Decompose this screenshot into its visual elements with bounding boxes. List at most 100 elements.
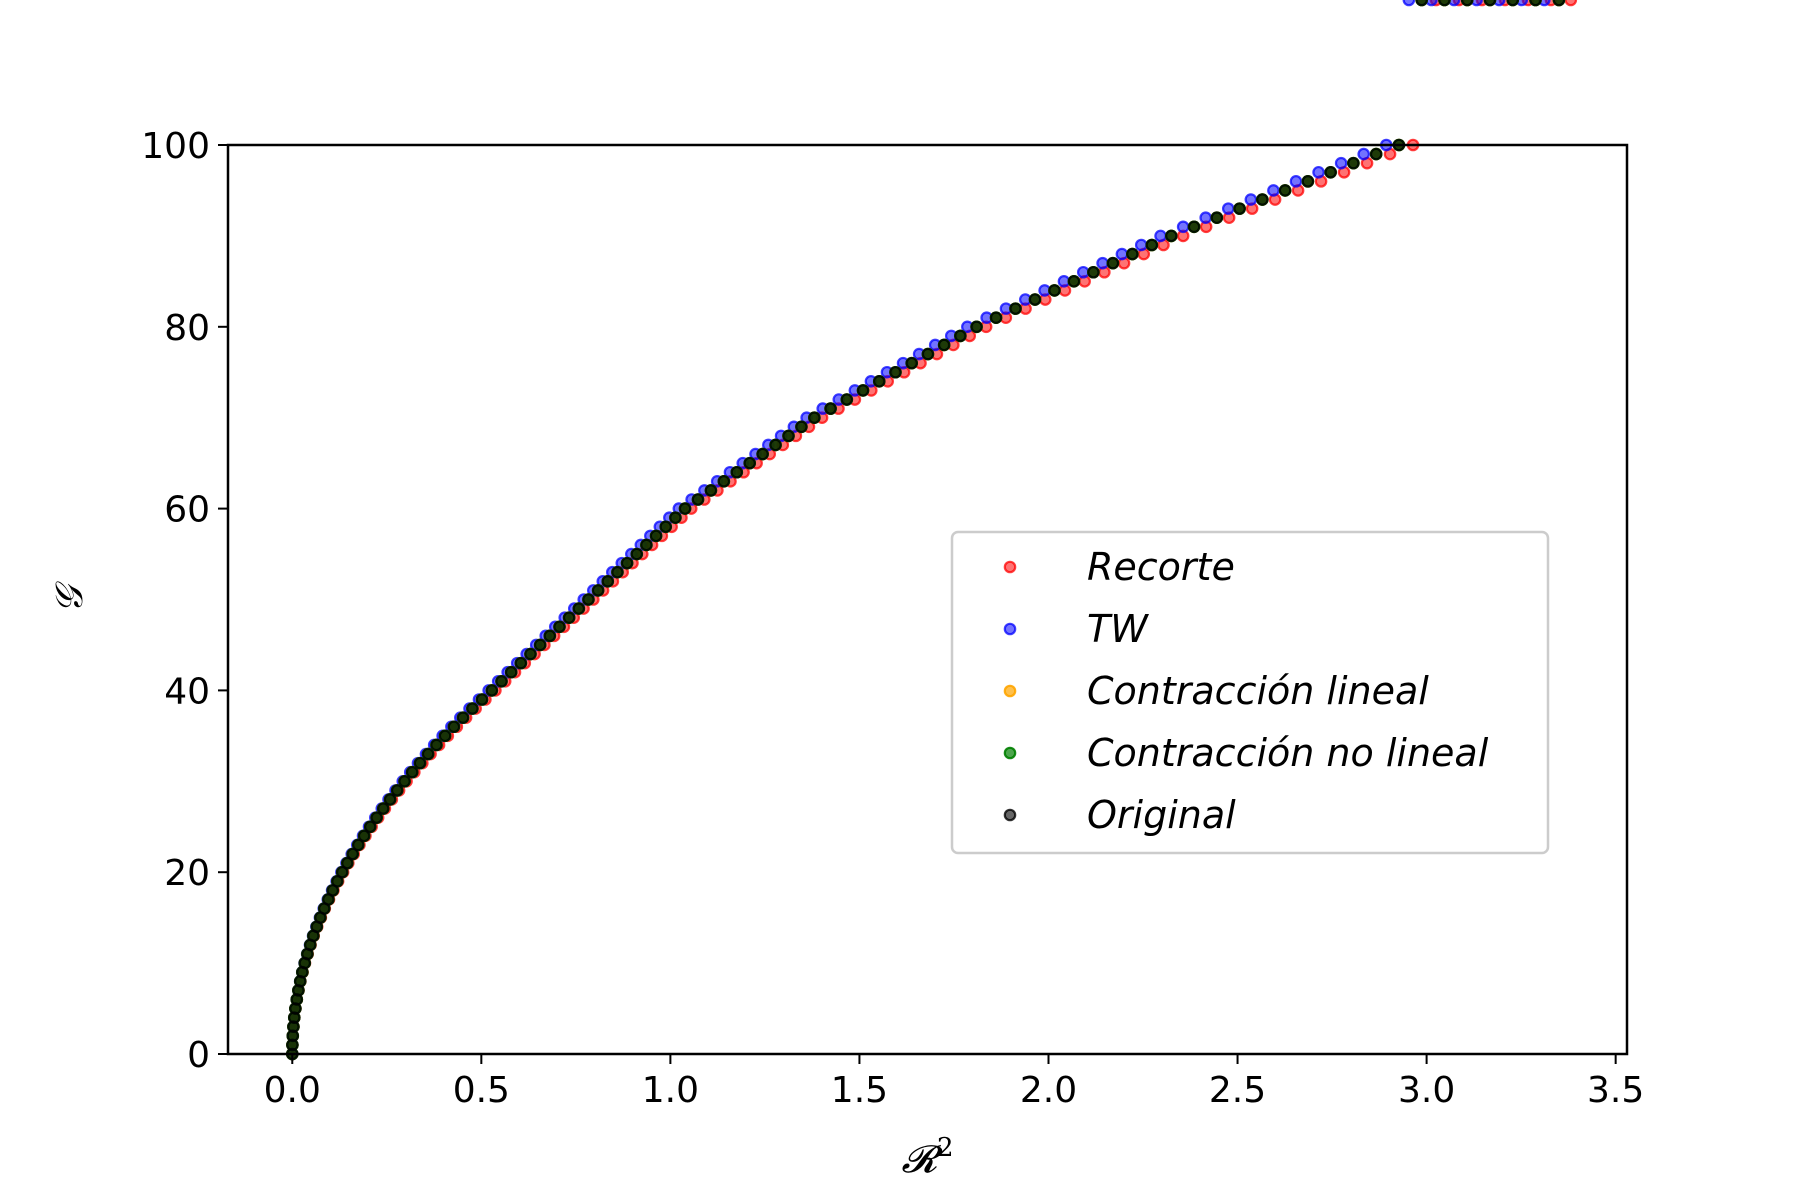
data-point	[989, 311, 1003, 325]
data-point	[475, 693, 489, 706]
legend-marker	[1003, 560, 1017, 574]
y-tick-label: 0	[187, 1035, 210, 1076]
data-point	[438, 729, 452, 743]
data-point	[856, 384, 870, 397]
data-point	[430, 738, 443, 752]
data-point	[1470, 0, 1483, 7]
data-point	[1244, 193, 1258, 206]
data-point	[824, 402, 837, 415]
data-point	[1028, 293, 1042, 306]
data-point	[390, 784, 404, 797]
data-point	[1402, 0, 1416, 7]
data-point	[717, 475, 731, 488]
data-point	[533, 638, 547, 652]
data-point	[659, 520, 673, 534]
x-tick-label: 0.0	[264, 1070, 321, 1111]
data-point	[970, 320, 983, 334]
legend-label: TW	[1087, 607, 1149, 651]
data-point	[769, 438, 782, 452]
data-point	[357, 829, 371, 843]
data-point	[691, 493, 705, 506]
data-point	[743, 456, 757, 470]
data-point	[704, 484, 718, 497]
data-point	[889, 365, 902, 379]
data-point	[1048, 284, 1061, 297]
data-point	[341, 856, 354, 870]
data-point	[1076, 265, 1090, 279]
data-point	[370, 811, 383, 824]
data-point	[1529, 0, 1542, 7]
legend-label: Recorte	[1087, 545, 1235, 589]
legend-entry: Recorte	[1003, 545, 1235, 589]
legend-marker	[1003, 746, 1017, 760]
x-tick-label: 3.5	[1587, 1070, 1644, 1111]
x-axis-label-superscript: 2	[937, 1133, 954, 1163]
data-point	[1087, 265, 1100, 279]
data-point	[335, 865, 349, 879]
data-point	[466, 702, 479, 715]
data-point	[795, 420, 808, 434]
data-point	[1357, 147, 1371, 161]
data-point	[1115, 247, 1129, 261]
data-point	[504, 665, 518, 679]
legend-entry: TW	[1003, 607, 1149, 651]
data-point	[447, 720, 461, 734]
data-point	[1538, 0, 1551, 7]
data-point	[669, 511, 682, 524]
data-point	[351, 838, 365, 852]
series-layer	[285, 0, 1578, 1061]
legend-items: Recorte TW Contracción lineal Contracción n…	[1003, 545, 1489, 837]
data-point	[524, 647, 537, 661]
data-point	[1324, 165, 1337, 179]
legend-box	[950, 530, 1550, 855]
data-point	[562, 611, 576, 624]
legend-label: Original	[1087, 793, 1236, 837]
data-point	[782, 429, 795, 443]
data-point	[1564, 0, 1578, 7]
data-point	[1552, 0, 1566, 7]
x-axis-label-main: 𝓡	[901, 1137, 943, 1181]
data-point	[405, 765, 419, 779]
data-point	[640, 538, 653, 552]
x-tick-label: 1.0	[642, 1070, 699, 1111]
y-tick-label: 100	[141, 126, 210, 167]
data-point	[905, 356, 918, 370]
data-point	[1067, 275, 1081, 288]
data-point	[921, 347, 935, 361]
data-point	[872, 375, 886, 388]
data-point	[1438, 0, 1451, 7]
data-point	[582, 593, 595, 606]
data-point	[1210, 211, 1224, 225]
data-point	[514, 656, 528, 670]
x-tick-label: 2.5	[1209, 1070, 1266, 1111]
data-point	[1145, 238, 1159, 252]
data-point	[1312, 165, 1325, 179]
data-point	[1221, 202, 1235, 215]
legend-label: Contracción lineal	[1087, 669, 1429, 713]
x-tick-label: 0.5	[453, 1070, 510, 1111]
legend-marker	[1003, 808, 1017, 822]
data-point	[1134, 238, 1148, 252]
series-4	[285, 0, 1566, 1061]
y-tick-label: 80	[164, 308, 210, 349]
data-point	[376, 802, 390, 815]
data-point	[808, 411, 821, 424]
y-tick-label: 20	[164, 853, 210, 894]
data-point	[1256, 193, 1269, 206]
data-point	[383, 793, 397, 806]
data-point	[346, 847, 359, 861]
data-point	[421, 747, 435, 761]
data-point	[1492, 0, 1506, 7]
data-point	[954, 329, 967, 343]
data-point	[398, 774, 411, 788]
y-tick-label: 60	[164, 490, 210, 531]
data-point	[840, 393, 854, 406]
legend-entry: Contracción lineal	[1003, 669, 1429, 713]
data-point	[1154, 229, 1167, 243]
data-point	[1187, 220, 1201, 234]
legend-label: Contracción no lineal	[1087, 731, 1489, 775]
data-point	[1126, 247, 1139, 261]
plot-frame	[226, 143, 1629, 1056]
data-point	[678, 502, 692, 515]
